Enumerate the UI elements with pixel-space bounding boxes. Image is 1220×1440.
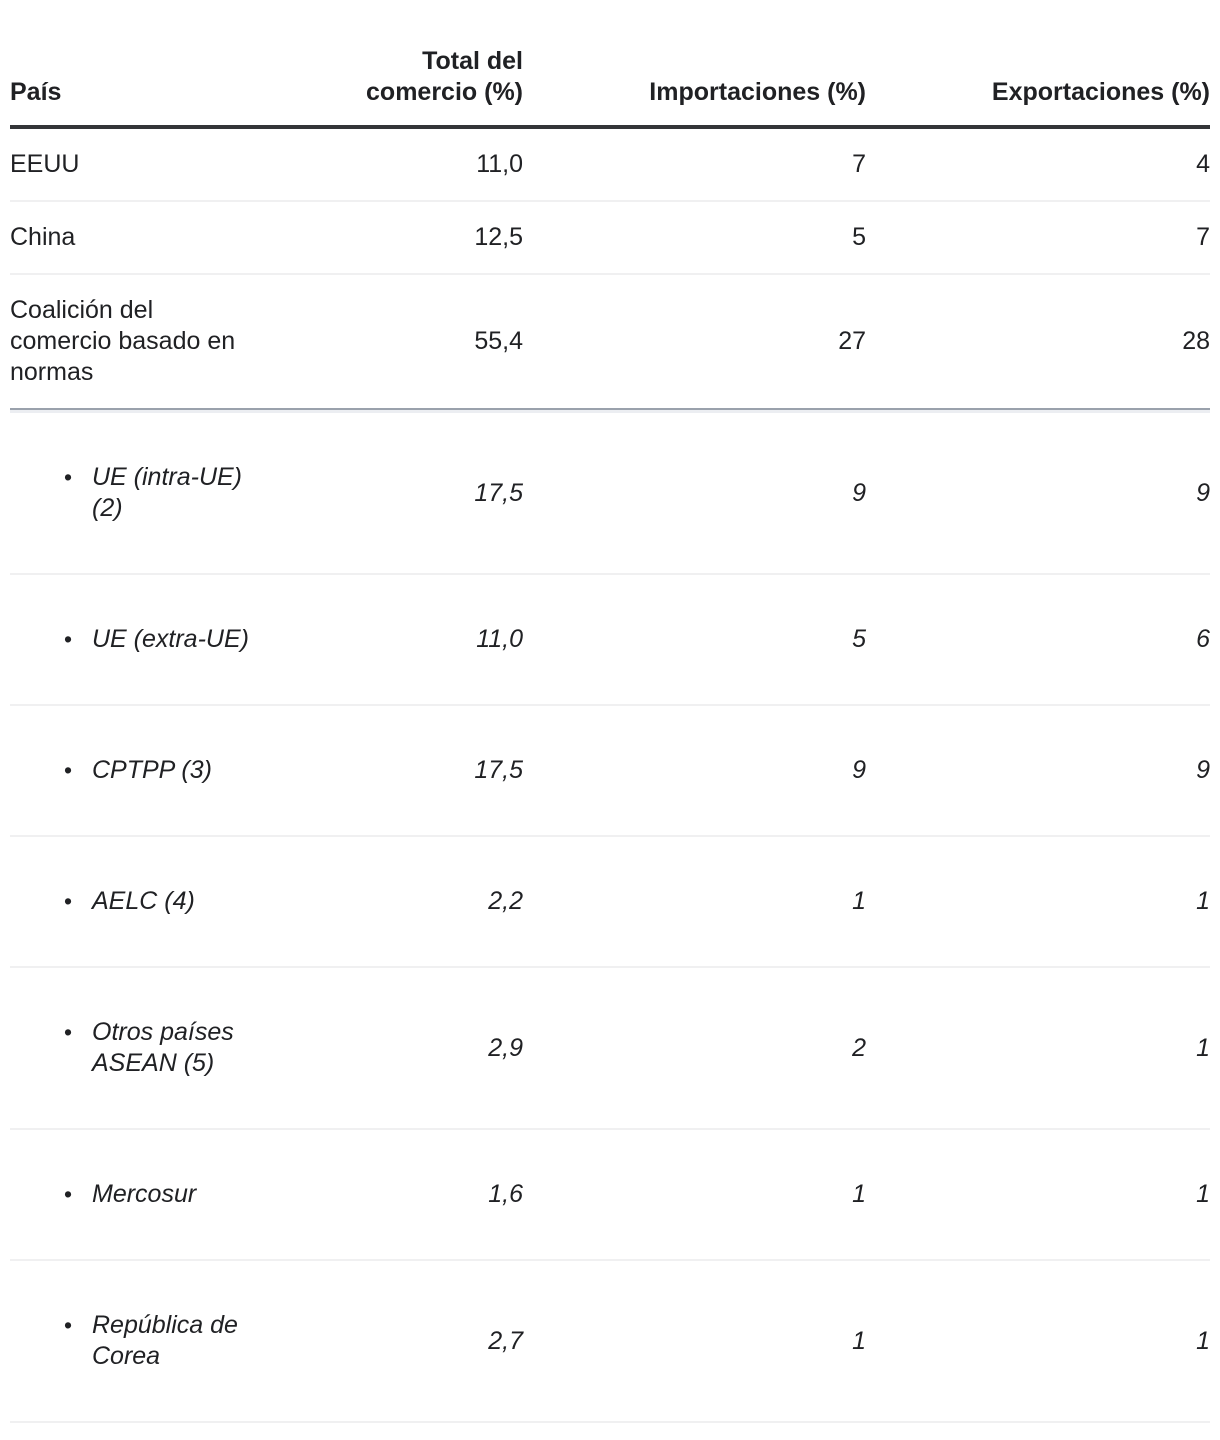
table-row-ue-extra: • UE (extra-UE) 11,0 5 6 [10,575,1210,706]
exports-cell: 1 [1196,1326,1210,1355]
table-row-cptpp: • CPTPP (3) 17,5 9 9 [10,706,1210,837]
table-row-corea: • República de Corea 2,7 1 1 [10,1261,1210,1423]
exports-cell: 4 [1196,150,1210,178]
imports-cell: 27 [838,327,866,355]
list-item: • Otros países ASEAN (5) [64,1017,300,1079]
country-label: Coalición del comercio basado en normas [10,296,236,386]
total-cell: 11,0 [476,625,523,653]
table-row-china: China 12,5 5 7 [10,202,1210,275]
country-label: EEUU [10,150,80,178]
total-cell: 2,9 [488,1033,523,1062]
total-cell: 1,6 [488,1180,523,1208]
col-header-pais: País [10,78,62,106]
country-cell: • UE (intra-UE) (2) [10,462,300,524]
col-header-total-comercio: Total del comercio (%) [300,46,523,108]
total-cell: 12,5 [474,223,523,251]
country-label: Mercosur [92,1180,197,1208]
table-row-aelc: • AELC (4) 2,2 1 1 [10,837,1210,968]
exports-cell: 1 [1196,1180,1210,1208]
col-header-importaciones: Importaciones (%) [649,78,866,106]
table-header-row: País Total del comercio (%) Importacione… [10,30,1210,129]
country-cell: • UE (extra-UE) [10,624,300,655]
bullet-icon: • [64,1019,73,1045]
table-row-otros-asean: • Otros países ASEAN (5) 2,9 2 1 [10,968,1210,1130]
table-row-mercosur: • Mercosur 1,6 1 1 [10,1130,1210,1261]
list-item: • Mercosur [64,1179,300,1210]
country-cell: • AELC (4) [10,886,300,917]
total-cell: 11,0 [476,150,523,178]
list-item: • UE (intra-UE) (2) [64,462,300,524]
list-item: • UE (extra-UE) [64,624,300,655]
country-cell: China [10,222,300,253]
country-cell: • República de Corea [10,1310,300,1372]
exports-cell: 7 [1196,223,1210,251]
imports-cell: 9 [852,756,866,784]
country-label: Otros países ASEAN (5) [92,1018,234,1077]
country-label: República de Corea [92,1311,238,1370]
exports-cell: 28 [1182,327,1210,355]
bullet-icon: • [64,757,73,783]
table-row-coalicion: Coalición del comercio basado en normas … [10,275,1210,410]
imports-cell: 1 [852,1180,866,1208]
total-cell: 17,5 [474,478,523,507]
bullet-icon: • [64,626,73,652]
col-header-exportaciones: Exportaciones (%) [991,78,1210,106]
col-header-total-comercio-label: Total del comercio (%) [366,47,523,106]
list-item: • República de Corea [64,1310,300,1372]
bullet-icon: • [64,1312,73,1338]
total-cell: 2,2 [488,887,523,915]
exports-cell: 9 [1196,478,1210,507]
bullet-icon: • [64,464,73,490]
country-label: AELC (4) [92,887,195,915]
list-item: • AELC (4) [64,886,300,917]
total-cell: 2,7 [488,1326,523,1355]
table-row-eeuu: EEUU 11,0 7 4 [10,129,1210,202]
country-cell: • CPTPP (3) [10,755,300,786]
exports-cell: 6 [1196,625,1210,653]
country-label: CPTPP (3) [92,756,212,784]
exports-cell: 1 [1196,1033,1210,1062]
imports-cell: 2 [852,1033,866,1062]
imports-cell: 7 [852,150,866,178]
country-cell: • Mercosur [10,1179,300,1210]
table-row-ue-intra: • UE (intra-UE) (2) 17,5 9 9 [10,410,1210,575]
imports-cell: 1 [852,1326,866,1355]
imports-cell: 1 [852,887,866,915]
total-cell: 17,5 [474,756,523,784]
country-cell: EEUU [10,149,300,180]
imports-cell: 5 [852,625,866,653]
country-label: UE (intra-UE) (2) [92,463,243,522]
bullet-icon: • [64,1181,73,1207]
exports-cell: 1 [1196,887,1210,915]
country-cell: Coalición del comercio basado en normas [10,295,300,388]
country-cell: • Otros países ASEAN (5) [10,1017,300,1079]
bullet-icon: • [64,888,73,914]
imports-cell: 9 [852,478,866,507]
exports-cell: 9 [1196,756,1210,784]
country-label: China [10,223,76,251]
list-item: • CPTPP (3) [64,755,300,786]
country-label: UE (extra-UE) [92,625,249,653]
total-cell: 55,4 [474,327,523,355]
imports-cell: 5 [852,223,866,251]
